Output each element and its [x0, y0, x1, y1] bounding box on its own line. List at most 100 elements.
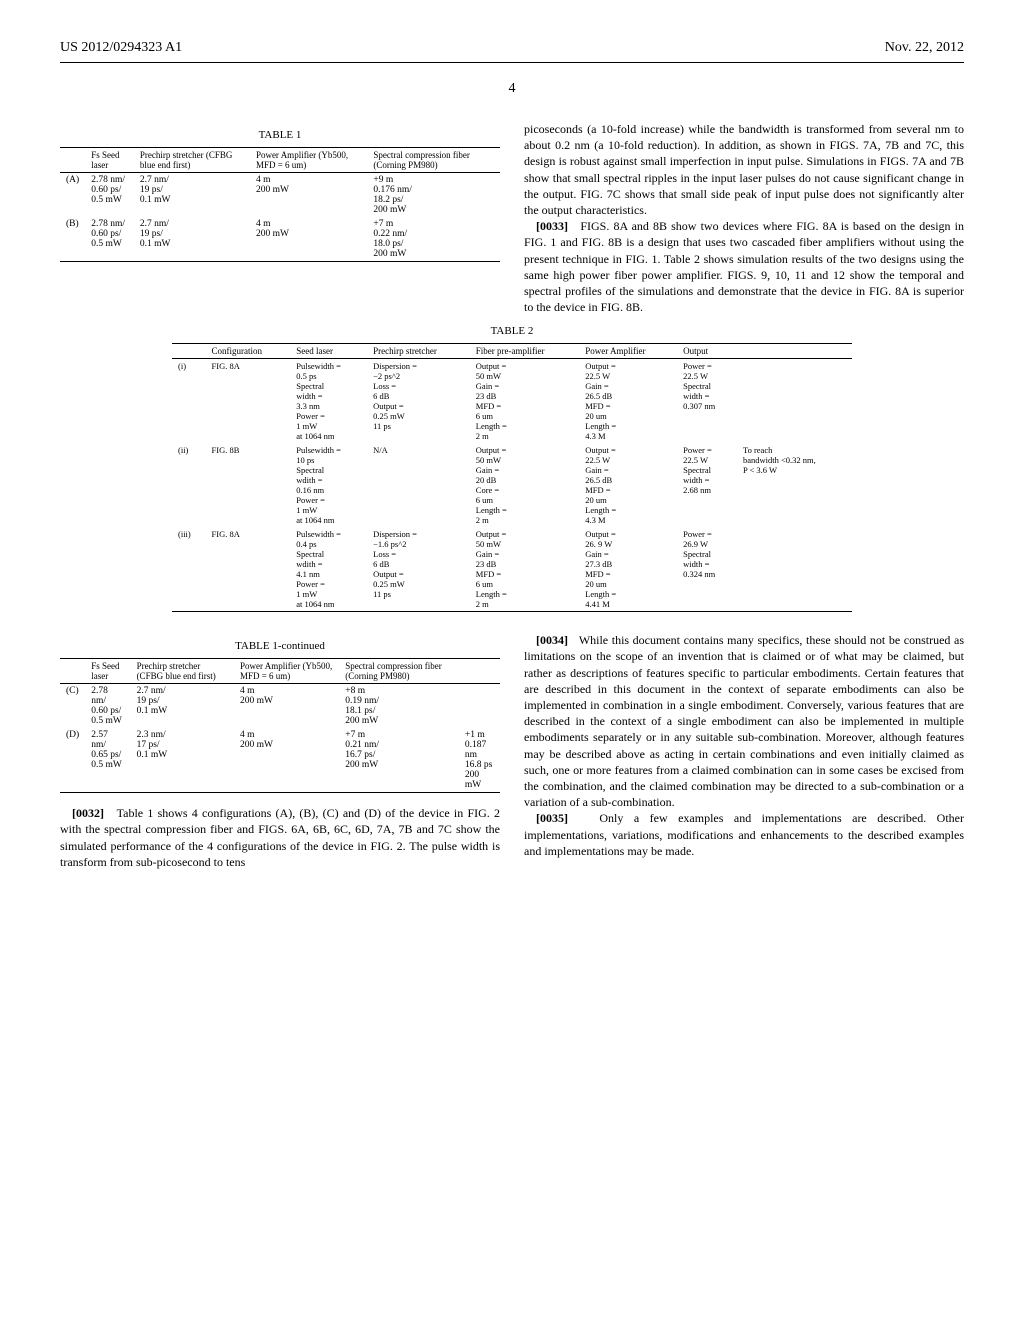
- top-columns: TABLE 1 Fs Seed laser Prechirp stretcher…: [60, 121, 964, 315]
- table-cell: [737, 359, 852, 444]
- para-35-text: Only a few examples and implementations …: [524, 811, 964, 857]
- t2-h0: [172, 344, 206, 359]
- table-cell: FIG. 8A: [206, 359, 291, 444]
- page-header: US 2012/0294323 A1 Nov. 22, 2012: [60, 40, 964, 56]
- table1-h1: Fs Seed laser: [85, 148, 134, 173]
- t2-h1: Configuration: [206, 344, 291, 359]
- right-col-bottom: [0034] While this document contains many…: [524, 632, 964, 870]
- table-cell: [737, 527, 852, 612]
- t1c-h0: [60, 659, 85, 684]
- left-col-top: TABLE 1 Fs Seed laser Prechirp stretcher…: [60, 121, 500, 315]
- table-row: (B)2.78 nm/0.60 ps/0.5 mW2.7 nm/19 ps/0.…: [60, 217, 500, 262]
- t1c-h3: Power Amplifier (Yb500, MFD = 6 um): [234, 659, 339, 684]
- table-cell: Dispersion =−1.6 ps^2Loss =6 dBOutput =0…: [367, 527, 470, 612]
- para-34: [0034] While this document contains many…: [524, 632, 964, 810]
- table-cell: Output =22.5 WGain =26.5 dBMFD =20 umLen…: [579, 359, 677, 444]
- table-cell: (C): [60, 684, 85, 729]
- table1: Fs Seed laser Prechirp stretcher (CFBG b…: [60, 147, 500, 262]
- table-cell: Output =22.5 WGain =26.5 dBMFD =20 umLen…: [579, 443, 677, 527]
- table-cell: Output =26. 9 WGain =27.3 dBMFD =20 umLe…: [579, 527, 677, 612]
- table-cell: FIG. 8A: [206, 527, 291, 612]
- publication-number: US 2012/0294323 A1: [60, 40, 182, 56]
- table-cell: N/A: [367, 443, 470, 527]
- t2-h2: Seed laser: [290, 344, 367, 359]
- t1c-h2: Prechirp stretcher (CFBG blue end first): [131, 659, 234, 684]
- right-col-top: picoseconds (a 10-fold increase) while t…: [524, 121, 964, 315]
- table-row: (i)FIG. 8APulsewidth =0.5 psSpectralwidt…: [172, 359, 852, 444]
- para-33-label: [0033]: [536, 219, 568, 233]
- page-number: 4: [60, 81, 964, 97]
- table-cell: +1 m0.187 nm16.8 ps200 mW: [459, 728, 500, 793]
- table-cell: 2.57 nm/0.65 ps/0.5 mW: [85, 728, 130, 793]
- table-cell: (D): [60, 728, 85, 793]
- table1-h4: Spectral compression fiber (Corning PM98…: [367, 148, 500, 173]
- table1-title: TABLE 1: [60, 129, 500, 141]
- para-33-text: FIGS. 8A and 8B show two devices where F…: [524, 219, 964, 314]
- table-cell: (iii): [172, 527, 206, 612]
- table-cell: 2.7 nm/19 ps/0.1 mW: [134, 217, 250, 262]
- table-cell: Dispersion =−2 ps^2Loss =6 dBOutput =0.2…: [367, 359, 470, 444]
- table-row: (iii)FIG. 8APulsewidth =0.4 psSpectralwd…: [172, 527, 852, 612]
- table1-cont: Fs Seed laser Prechirp stretcher (CFBG b…: [60, 658, 500, 793]
- t2-h3: Prechirp stretcher: [367, 344, 470, 359]
- table-cell: [459, 684, 500, 729]
- table-cell: 2.7 nm/19 ps/0.1 mW: [131, 684, 234, 729]
- table-cell: Pulsewidth =0.4 psSpectralwdith =4.1 nmP…: [290, 527, 367, 612]
- table-cell: 4 m200 mW: [250, 173, 367, 218]
- t1c-h4: Spectral compression fiber (Corning PM98…: [339, 659, 459, 684]
- table-cell: Pulsewidth =0.5 psSpectralwidth =3.3 nmP…: [290, 359, 367, 444]
- para-32-label: [0032]: [72, 806, 104, 820]
- header-rule: [60, 62, 964, 63]
- para-35-label: [0035]: [536, 811, 568, 825]
- table-row: (A)2.78 nm/0.60 ps/0.5 mW2.7 nm/19 ps/0.…: [60, 173, 500, 218]
- table2: Configuration Seed laser Prechirp stretc…: [172, 343, 852, 612]
- table1-h0: [60, 148, 85, 173]
- table-cell: Output =50 mWGain =23 dBMFD =6 umLength …: [470, 359, 579, 444]
- table-cell: (ii): [172, 443, 206, 527]
- table-cell: (B): [60, 217, 85, 262]
- table-cell: +7 m0.21 nm/16.7 ps/200 mW: [339, 728, 459, 793]
- table-cell: 2.78 nm/0.60 ps/0.5 mW: [85, 173, 134, 218]
- table-cell: Output =50 mWGain =20 dBCore =6 umLength…: [470, 443, 579, 527]
- para-35: [0035] Only a few examples and implement…: [524, 810, 964, 859]
- table1-cont-title: TABLE 1-continued: [60, 640, 500, 652]
- para-34-text: While this document contains many specif…: [524, 633, 964, 809]
- table-cell: 2.78 nm/0.60 ps/0.5 mW: [85, 217, 134, 262]
- table-row: (D)2.57 nm/0.65 ps/0.5 mW2.3 nm/17 ps/0.…: [60, 728, 500, 793]
- para-33: [0033] FIGS. 8A and 8B show two devices …: [524, 218, 964, 315]
- t2-h5: Power Amplifier: [579, 344, 677, 359]
- t1c-h1: Fs Seed laser: [85, 659, 130, 684]
- table-cell: 4 m200 mW: [234, 728, 339, 793]
- para-cont: picoseconds (a 10-fold increase) while t…: [524, 121, 964, 218]
- para-32-text: Table 1 shows 4 configurations (A), (B),…: [60, 806, 500, 869]
- table-row: (ii)FIG. 8BPulsewidth =10 psSpectralwdit…: [172, 443, 852, 527]
- table-cell: Power =22.5 WSpectralwidth =2.68 nm: [677, 443, 737, 527]
- table-cell: 2.78 nm/0.60 ps/0.5 mW: [85, 684, 130, 729]
- table-cell: 2.7 nm/19 ps/0.1 mW: [134, 173, 250, 218]
- table2-title: TABLE 2: [172, 325, 852, 337]
- table-cell: (A): [60, 173, 85, 218]
- table-cell: +7 m0.22 nm/18.0 ps/200 mW: [367, 217, 500, 262]
- table1-h3: Power Amplifier (Yb500, MFD = 6 um): [250, 148, 367, 173]
- bottom-columns: TABLE 1-continued Fs Seed laser Prechirp…: [60, 632, 964, 870]
- table-cell: Pulsewidth =10 psSpectralwdith =0.16 nmP…: [290, 443, 367, 527]
- table-cell: 4 m200 mW: [250, 217, 367, 262]
- para-34-label: [0034]: [536, 633, 568, 647]
- table-cell: To reachbandwidth <0.32 nm,P < 3.6 W: [737, 443, 852, 527]
- table-cell: 4 m200 mW: [234, 684, 339, 729]
- t1c-h5: [459, 659, 500, 684]
- table-cell: Output =50 mWGain =23 dBMFD =6 umLength …: [470, 527, 579, 612]
- table-cell: FIG. 8B: [206, 443, 291, 527]
- table1-h2: Prechirp stretcher (CFBG blue end first): [134, 148, 250, 173]
- table-cell: Power =22.5 WSpectralwidth =0.307 nm: [677, 359, 737, 444]
- table-row: (C)2.78 nm/0.60 ps/0.5 mW2.7 nm/19 ps/0.…: [60, 684, 500, 729]
- t2-h7: [737, 344, 852, 359]
- t2-h6: Output: [677, 344, 737, 359]
- table-cell: +9 m0.176 nm/18.2 ps/200 mW: [367, 173, 500, 218]
- publication-date: Nov. 22, 2012: [885, 40, 964, 56]
- table-cell: +8 m0.19 nm/18.1 ps/200 mW: [339, 684, 459, 729]
- left-col-bottom: TABLE 1-continued Fs Seed laser Prechirp…: [60, 632, 500, 870]
- table-cell: (i): [172, 359, 206, 444]
- table-cell: Power =26.9 WSpectralwidth =0.324 nm: [677, 527, 737, 612]
- para-32: [0032] Table 1 shows 4 configurations (A…: [60, 805, 500, 870]
